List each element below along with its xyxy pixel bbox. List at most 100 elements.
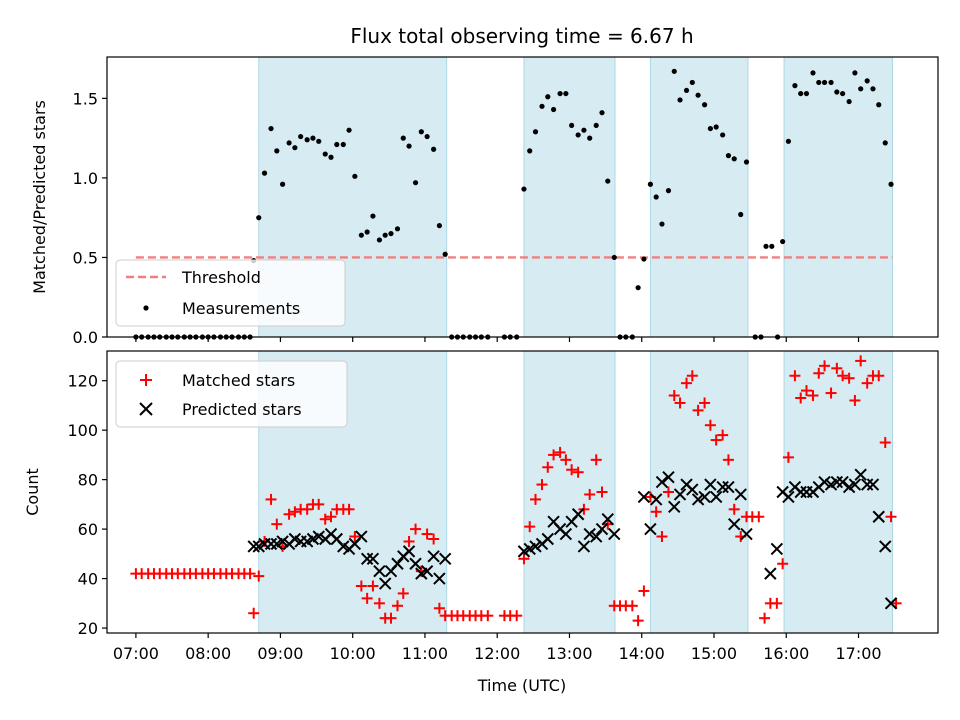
measurement-point [888,181,894,187]
predicted-star-point [830,475,844,489]
count-legend: Matched stars Predicted stars [115,360,348,428]
matched-star-point [349,531,361,543]
measurement-point [611,254,617,261]
predicted-star-point [355,530,368,543]
measurement-point [803,90,810,97]
x-tick-label: 11:00 [402,644,448,663]
measurement-point [575,132,581,138]
measurement-point [641,256,647,262]
y-tick-label: 0.5 [73,248,98,267]
predicted-star-point [866,478,880,491]
measurement-point [659,221,665,227]
matched-star-point [283,508,295,520]
matched-star-point [433,602,445,614]
matched-star-point [800,385,812,397]
matched-star-point [319,513,331,525]
x-tick-label: 17:00 [835,644,881,663]
predicted-star-point [378,577,392,590]
predicted-star-point [794,485,807,499]
observing-interval-band [523,56,616,338]
measurement-point [785,138,792,144]
predicted-star-point [879,540,892,553]
matched-star-point [271,518,283,530]
ratio-panel-frame [106,56,939,338]
measurement-point [274,148,280,154]
measurement-point [364,229,370,235]
measurement-point [605,178,611,184]
measurement-point [328,154,334,160]
measurement-point [738,211,744,218]
predicted-star-point [420,564,434,578]
legend-matched-label: Matched stars [182,371,295,390]
predicted-star-point [686,483,699,496]
predicted-star-point [589,530,603,543]
measurement-point [563,90,569,97]
predicted-star-point [409,557,422,570]
measurement-points [133,68,894,340]
y-tick-label: 120 [67,372,98,391]
count-y-ticks: 20 40 60 80 100 120 [67,372,107,638]
measurement-point [268,125,274,132]
ratio-y-axis-title: Matched/Predicted stars [30,100,49,294]
measurement-point [713,124,719,130]
measurement-point [557,90,563,97]
predicted-star-point [722,480,735,494]
measurement-point [527,148,533,154]
y-tick-label: 80 [78,471,98,490]
y-tick-label: 100 [67,421,98,440]
observing-interval-band [649,56,749,338]
predicted-star-point [366,552,380,565]
predicted-star-point [601,513,614,526]
matched-star-point [717,429,729,441]
measurement-point [370,213,376,219]
x-tick-label: 16:00 [763,644,809,663]
measurement-point [340,141,346,148]
measurement-point [418,129,424,135]
matched-star-point [584,488,596,500]
measurement-point [346,127,352,133]
measurement-point [581,127,587,133]
measurement-point [858,86,864,92]
measurement-point [587,135,593,141]
predicted-star-point [595,522,609,536]
predicted-star-point [734,488,747,501]
predicted-star-point [312,530,325,543]
predicted-star-point [818,475,831,489]
matched-star-point [385,612,397,624]
observing-intervals-top [258,56,893,338]
matched-star-point [813,367,825,379]
y-tick-label: 0.0 [73,328,98,347]
ratio-panel: 0.0 0.5 1.0 1.5 Matched/Predicted stars Thr… [30,56,939,347]
matched-star-point [524,521,536,533]
matched-star-point [777,558,789,570]
matched-star-point [807,390,819,402]
measurement-point [769,243,775,249]
matched-star-point [710,434,722,446]
matched-star-point [692,404,704,416]
x-tick-label: 15:00 [691,644,737,663]
count-points [130,355,902,627]
measurement-point [358,232,364,238]
x-tick-label: 13:00 [546,644,592,663]
matched-star-point [325,511,337,523]
measurement-point [569,122,575,129]
observing-interval-band [783,56,893,338]
matched-star-point [674,397,686,409]
predicted-star-point [704,478,717,491]
predicted-star-point [637,490,651,504]
measurement-point [376,237,383,243]
measurement-point [436,223,442,229]
y-tick-label: 1.5 [73,89,98,108]
matched-star-point [253,570,265,582]
predicted-star-point [662,470,675,484]
predicted-star-point [854,468,867,481]
matched-star-point [843,372,855,384]
predicted-star-point [264,537,278,551]
predicted-star-point [673,488,687,501]
matched-star-point [518,553,530,565]
predicted-star-point [427,550,440,563]
measurement-point [731,156,737,162]
matched-star-point [536,479,548,491]
predicted-star-point [764,567,777,580]
